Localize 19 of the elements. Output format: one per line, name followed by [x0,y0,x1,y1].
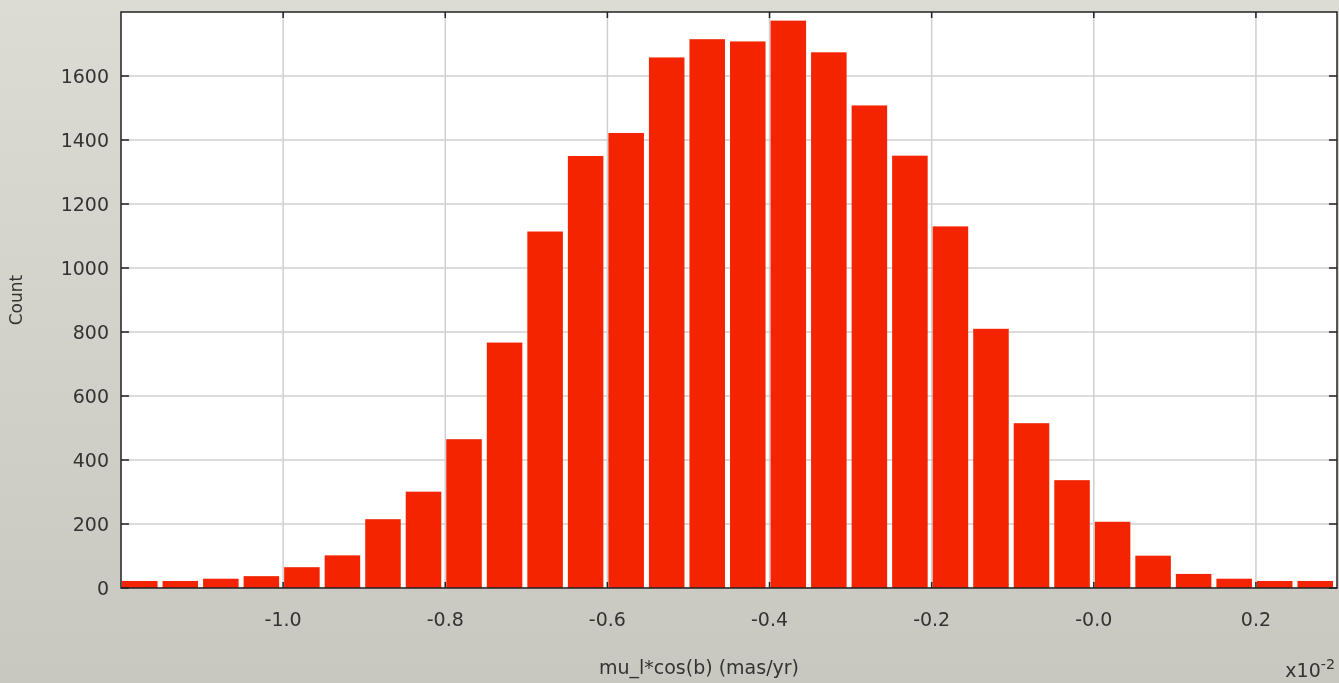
y-tick-label: 1000 [60,256,109,279]
y-tick-label: 200 [72,512,109,535]
x-tick-label: -0.2 [913,608,951,630]
x-tick-label: -0.4 [750,608,789,630]
x-tick-label: 0.2 [1240,608,1272,630]
x-axis-title: mu_l*cos(b) (mas/yr) [598,656,800,679]
x-tick-label: -0.0 [1075,608,1113,630]
y-tick-label: 1600 [60,64,109,87]
y-tick-label: 800 [72,320,109,343]
y-tick-label: 0 [96,576,109,599]
y-tick-label: 1200 [60,192,109,215]
y-tick-label: 400 [72,448,109,471]
x-tick-label: -0.8 [426,608,464,630]
y-tick-label: 1400 [60,128,109,151]
y-axis-title: Count [6,274,26,326]
text: x10$^{-2}$ [1285,656,1335,681]
x-tick-label: -1.0 [264,608,302,630]
y-tick-label: 600 [72,384,109,407]
x-tick-label: -0.6 [588,608,626,630]
